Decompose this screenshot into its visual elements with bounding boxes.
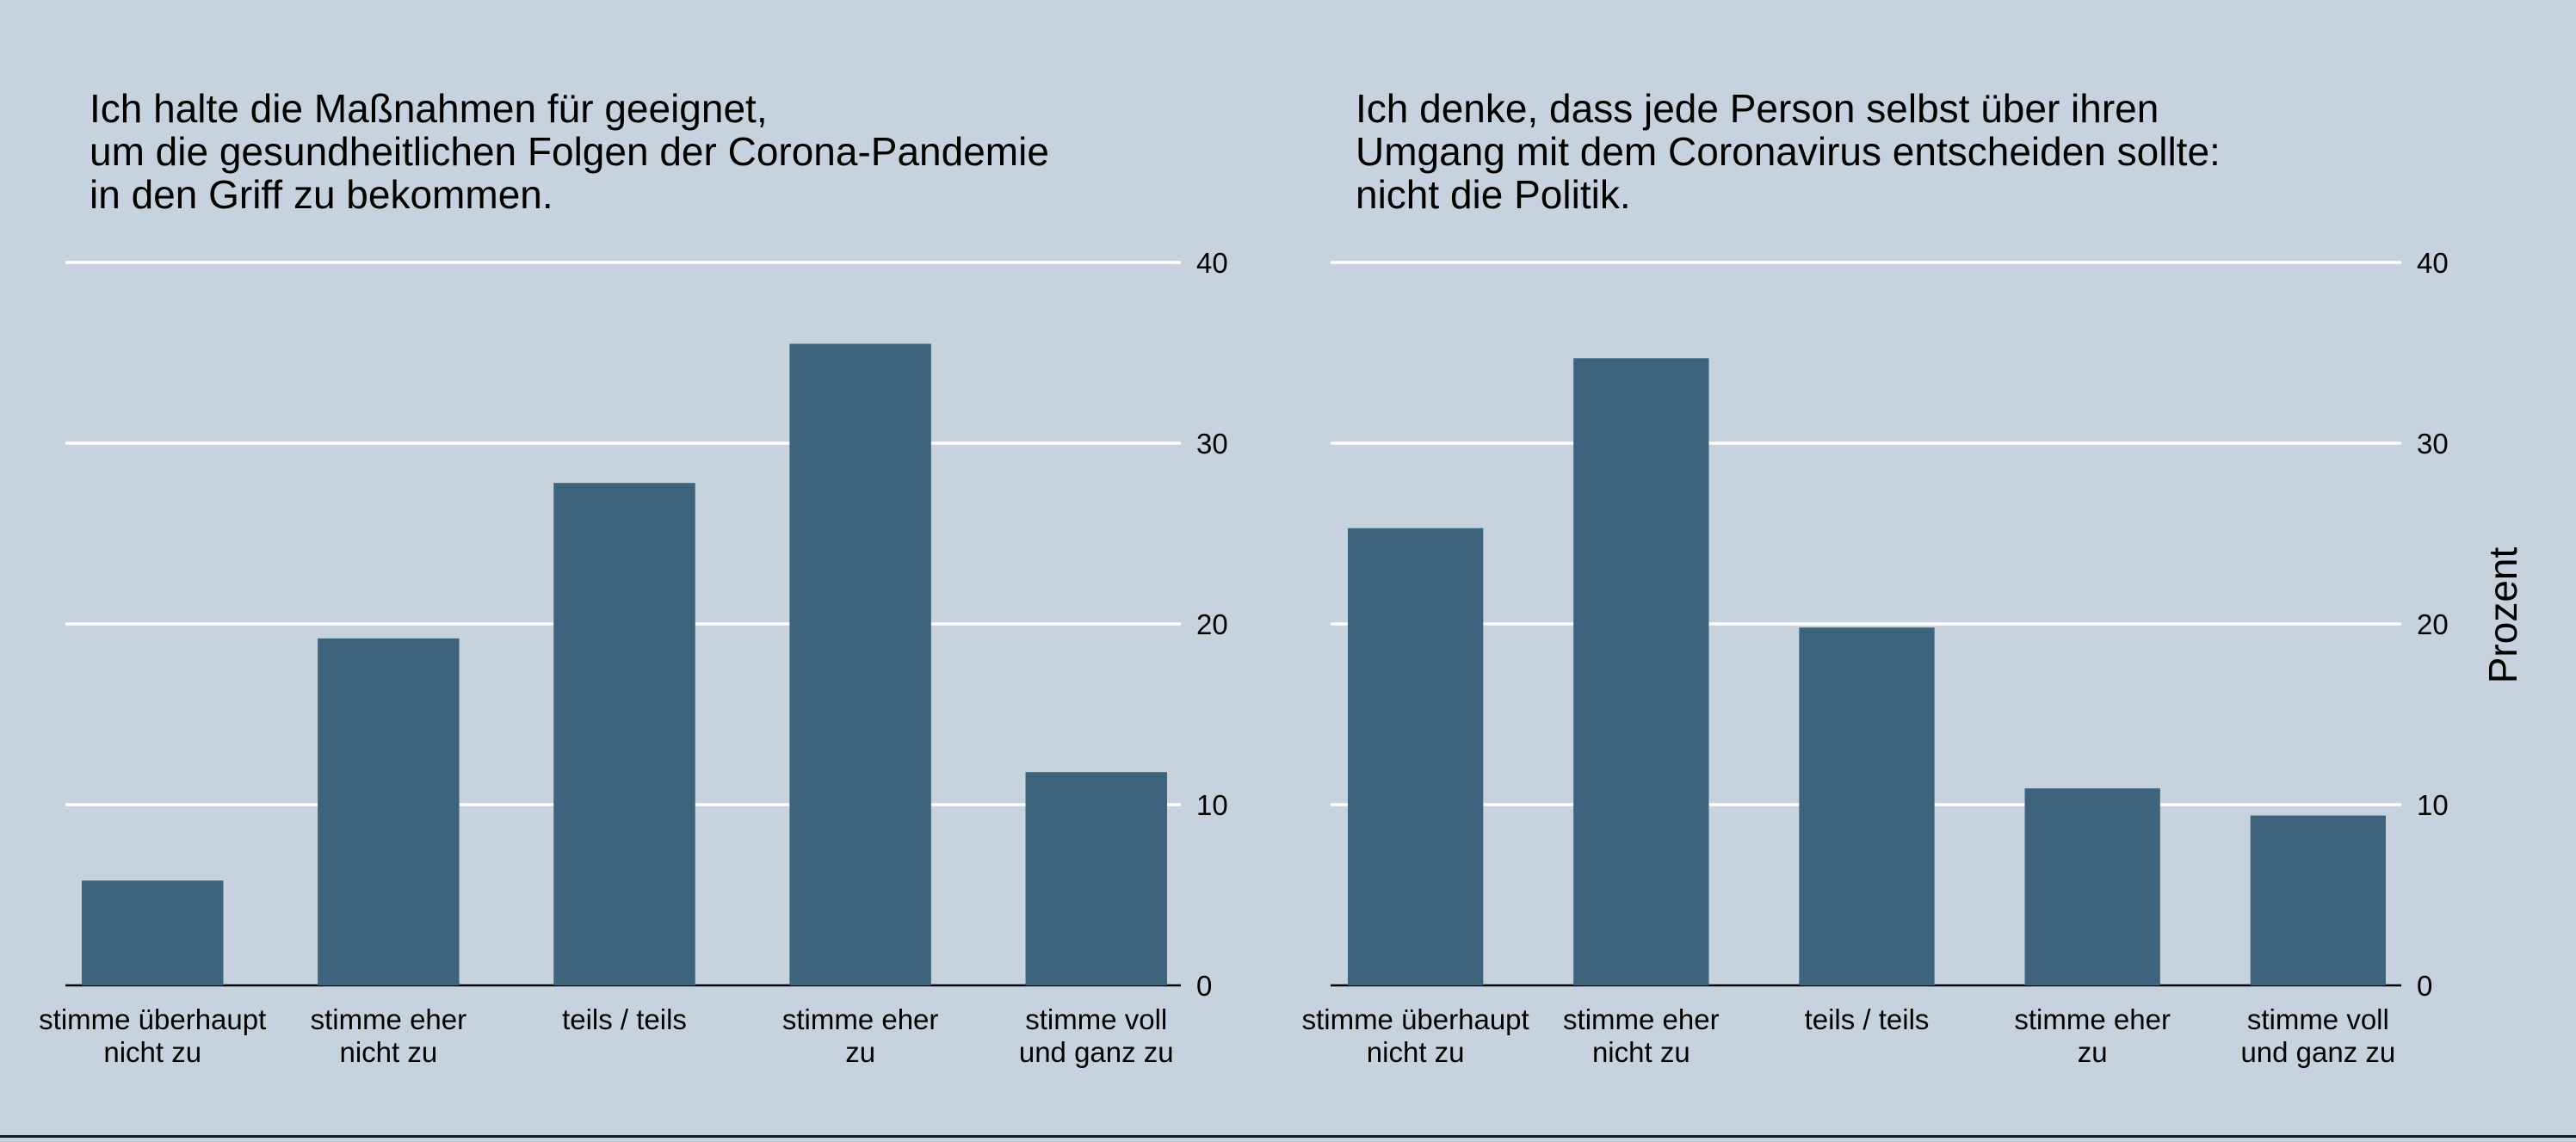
x-tick-label-line: stimme voll — [2247, 1003, 2389, 1035]
bar — [1348, 528, 1484, 985]
x-tick-label-line: stimme eher — [1563, 1003, 1720, 1035]
x-tick-label-line: stimme eher — [782, 1003, 939, 1035]
x-tick-label: stimme voll und ganz zu — [1019, 1003, 1174, 1068]
chart-title-line: in den Griff zu bekommen. — [90, 172, 553, 217]
chart-title-line: um die gesundheitlichen Folgen der Coron… — [90, 129, 1049, 174]
y-tick-label: 20 — [2417, 608, 2449, 640]
x-tick-label: stimme überhaupt nicht zu — [39, 1003, 266, 1068]
y-tick-label: 20 — [1196, 608, 1228, 640]
y-axis-label: Prozent — [2480, 547, 2525, 684]
bar — [1573, 358, 1709, 985]
x-tick-label-line: zu — [845, 1036, 875, 1068]
bar — [789, 343, 931, 985]
y-tick-label: 40 — [1196, 247, 1228, 279]
y-tick-label: 30 — [2417, 428, 2449, 460]
x-tick-label: stimme eher zu — [782, 1003, 939, 1068]
y-tick-label: 0 — [1196, 970, 1212, 1002]
x-tick-label: stimme eher zu — [2014, 1003, 2171, 1068]
y-tick-label: 0 — [2417, 970, 2432, 1002]
bar — [2024, 788, 2160, 985]
chart-panel-1: Ich halte die Maßnahmen für geeignet,um … — [39, 86, 1228, 1068]
bar — [318, 638, 460, 985]
y-tick-label: 10 — [2417, 789, 2449, 821]
bar — [2250, 815, 2386, 985]
x-tick-label-line: nicht zu — [340, 1036, 438, 1068]
x-tick-label-line: stimme überhaupt — [39, 1003, 266, 1035]
x-tick-label: teils / teils — [562, 1003, 687, 1035]
x-tick-label-line: stimme überhaupt — [1302, 1003, 1529, 1035]
chart-panel-2: Ich denke, dass jede Person selbst über … — [1302, 86, 2525, 1068]
y-tick-label: 10 — [1196, 789, 1228, 821]
y-tick-label: 40 — [2417, 247, 2449, 279]
x-tick-label-line: nicht zu — [1367, 1036, 1465, 1068]
x-tick-label-line: teils / teils — [562, 1003, 687, 1035]
x-tick-label: stimme voll und ganz zu — [2240, 1003, 2395, 1068]
x-tick-label-line: und ganz zu — [2240, 1036, 2395, 1068]
x-tick-label-line: nicht zu — [103, 1036, 201, 1068]
chart-title-line: Ich denke, dass jede Person selbst über … — [1356, 86, 2159, 131]
bottom-border — [0, 1135, 2576, 1138]
x-tick-label: stimme überhaupt nicht zu — [1302, 1003, 1529, 1068]
bar — [1025, 772, 1167, 985]
x-tick-label-line: stimme voll — [1025, 1003, 1167, 1035]
chart-title-line: nicht die Politik. — [1356, 172, 1631, 217]
chart-title-line: Umgang mit dem Coronavirus entscheiden s… — [1356, 129, 2221, 174]
x-tick-label: stimme eher nicht zu — [311, 1003, 467, 1068]
bar — [82, 880, 224, 985]
chart-title-line: Ich halte die Maßnahmen für geeignet, — [90, 86, 768, 131]
y-tick-label: 30 — [1196, 428, 1228, 460]
x-tick-label: stimme eher nicht zu — [1563, 1003, 1720, 1068]
x-tick-label-line: stimme eher — [311, 1003, 467, 1035]
x-tick-label-line: teils / teils — [1805, 1003, 1930, 1035]
x-tick-label-line: stimme eher — [2014, 1003, 2171, 1035]
x-tick-label-line: und ganz zu — [1019, 1036, 1174, 1068]
bar — [1799, 627, 1935, 985]
x-tick-label: teils / teils — [1805, 1003, 1930, 1035]
x-tick-label-line: zu — [2078, 1036, 2108, 1068]
x-tick-label-line: nicht zu — [1592, 1036, 1690, 1068]
bar — [553, 483, 695, 985]
